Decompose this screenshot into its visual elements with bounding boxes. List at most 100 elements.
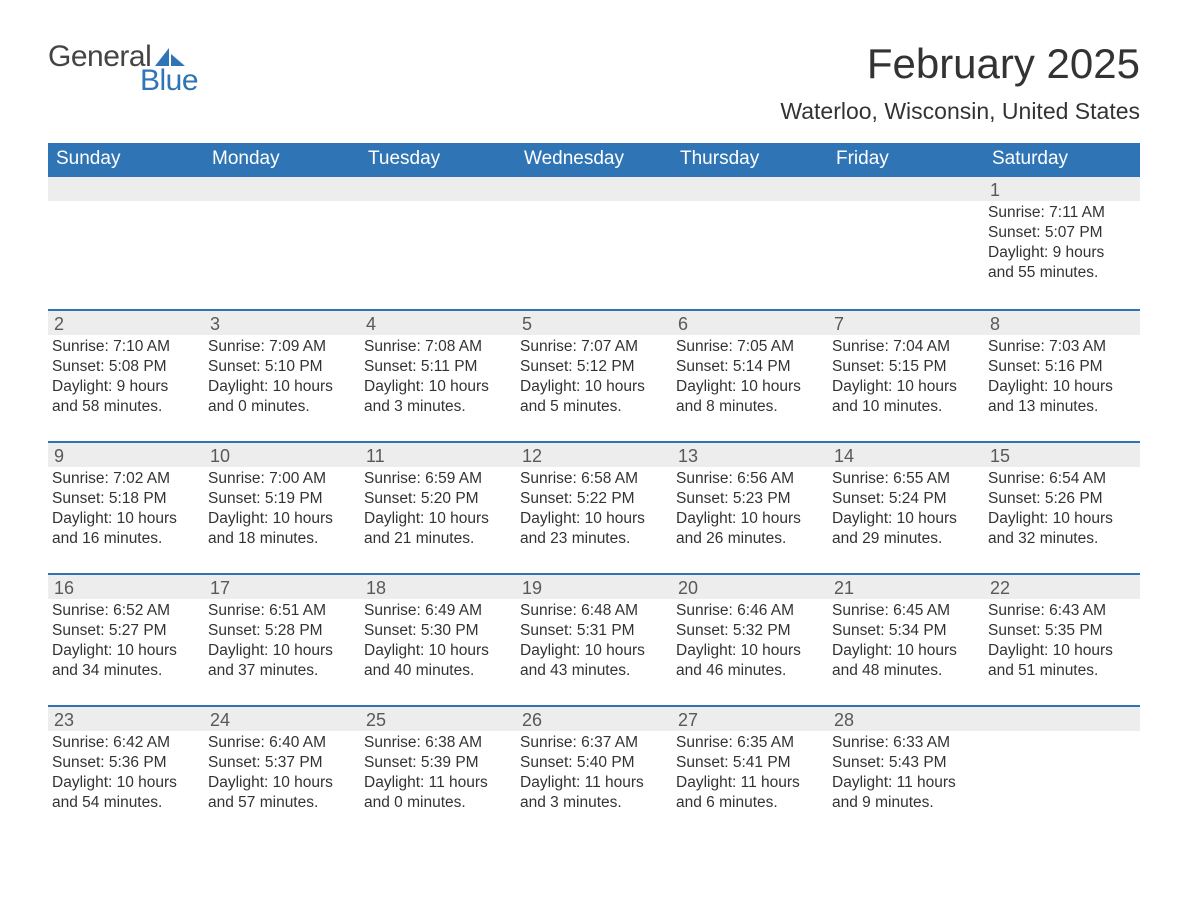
day-content: Sunrise: 7:05 AMSunset: 5:14 PMDaylight:… xyxy=(672,335,828,420)
daylight-line: Daylight: 10 hours xyxy=(676,377,824,397)
day-number: 14 xyxy=(828,443,984,467)
sunrise-line: Sunrise: 7:10 AM xyxy=(52,337,200,357)
day-cell: 6Sunrise: 7:05 AMSunset: 5:14 PMDaylight… xyxy=(672,311,828,437)
daylight-line: and 0 minutes. xyxy=(364,793,512,813)
month-title: February 2025 xyxy=(780,40,1140,88)
sunset-line: Sunset: 5:43 PM xyxy=(832,753,980,773)
day-content: Sunrise: 6:56 AMSunset: 5:23 PMDaylight:… xyxy=(672,467,828,552)
daylight-line: and 5 minutes. xyxy=(520,397,668,417)
sunset-line: Sunset: 5:28 PM xyxy=(208,621,356,641)
day-number: 4 xyxy=(360,311,516,335)
sunset-line: Sunset: 5:20 PM xyxy=(364,489,512,509)
sunrise-line: Sunrise: 6:58 AM xyxy=(520,469,668,489)
day-number: 21 xyxy=(828,575,984,599)
daylight-line: and 55 minutes. xyxy=(988,263,1136,283)
day-content: Sunrise: 7:09 AMSunset: 5:10 PMDaylight:… xyxy=(204,335,360,420)
day-content: Sunrise: 6:35 AMSunset: 5:41 PMDaylight:… xyxy=(672,731,828,816)
day-number xyxy=(204,177,360,201)
day-cell: 1Sunrise: 7:11 AMSunset: 5:07 PMDaylight… xyxy=(984,177,1140,305)
title-block: February 2025 Waterloo, Wisconsin, Unite… xyxy=(780,40,1140,125)
sunrise-line: Sunrise: 7:02 AM xyxy=(52,469,200,489)
logo: General Blue xyxy=(48,40,198,98)
daylight-line: Daylight: 11 hours xyxy=(520,773,668,793)
day-number: 7 xyxy=(828,311,984,335)
week-row: 1Sunrise: 7:11 AMSunset: 5:07 PMDaylight… xyxy=(48,177,1140,305)
daylight-line: and 57 minutes. xyxy=(208,793,356,813)
day-cell xyxy=(516,177,672,305)
daylight-line: and 40 minutes. xyxy=(364,661,512,681)
day-content: Sunrise: 6:40 AMSunset: 5:37 PMDaylight:… xyxy=(204,731,360,816)
sunset-line: Sunset: 5:08 PM xyxy=(52,357,200,377)
daylight-line: Daylight: 10 hours xyxy=(364,377,512,397)
daylight-line: and 16 minutes. xyxy=(52,529,200,549)
sunset-line: Sunset: 5:26 PM xyxy=(988,489,1136,509)
daylight-line: Daylight: 10 hours xyxy=(208,377,356,397)
sunrise-line: Sunrise: 6:54 AM xyxy=(988,469,1136,489)
day-content: Sunrise: 7:08 AMSunset: 5:11 PMDaylight:… xyxy=(360,335,516,420)
sunset-line: Sunset: 5:11 PM xyxy=(364,357,512,377)
sunset-line: Sunset: 5:07 PM xyxy=(988,223,1136,243)
day-cell: 9Sunrise: 7:02 AMSunset: 5:18 PMDaylight… xyxy=(48,443,204,569)
daylight-line: Daylight: 10 hours xyxy=(52,773,200,793)
day-cell: 12Sunrise: 6:58 AMSunset: 5:22 PMDayligh… xyxy=(516,443,672,569)
day-number: 19 xyxy=(516,575,672,599)
daylight-line: Daylight: 10 hours xyxy=(832,377,980,397)
day-cell: 21Sunrise: 6:45 AMSunset: 5:34 PMDayligh… xyxy=(828,575,984,701)
daylight-line: and 8 minutes. xyxy=(676,397,824,417)
sunrise-line: Sunrise: 6:51 AM xyxy=(208,601,356,621)
logo-line2: Blue xyxy=(140,64,198,98)
daylight-line: and 3 minutes. xyxy=(364,397,512,417)
daylight-line: and 48 minutes. xyxy=(832,661,980,681)
daylight-line: Daylight: 10 hours xyxy=(988,641,1136,661)
weeks-container: 1Sunrise: 7:11 AMSunset: 5:07 PMDaylight… xyxy=(48,177,1140,833)
sunrise-line: Sunrise: 6:55 AM xyxy=(832,469,980,489)
sunrise-line: Sunrise: 7:09 AM xyxy=(208,337,356,357)
day-content: Sunrise: 6:49 AMSunset: 5:30 PMDaylight:… xyxy=(360,599,516,684)
sunrise-line: Sunrise: 7:04 AM xyxy=(832,337,980,357)
calendar: Sunday Monday Tuesday Wednesday Thursday… xyxy=(48,143,1140,833)
day-cell: 17Sunrise: 6:51 AMSunset: 5:28 PMDayligh… xyxy=(204,575,360,701)
daylight-line: and 13 minutes. xyxy=(988,397,1136,417)
daylight-line: Daylight: 9 hours xyxy=(52,377,200,397)
day-content: Sunrise: 6:48 AMSunset: 5:31 PMDaylight:… xyxy=(516,599,672,684)
day-cell: 26Sunrise: 6:37 AMSunset: 5:40 PMDayligh… xyxy=(516,707,672,833)
day-number xyxy=(516,177,672,201)
week-row: 9Sunrise: 7:02 AMSunset: 5:18 PMDaylight… xyxy=(48,441,1140,569)
sunset-line: Sunset: 5:12 PM xyxy=(520,357,668,377)
day-cell: 2Sunrise: 7:10 AMSunset: 5:08 PMDaylight… xyxy=(48,311,204,437)
daylight-line: and 54 minutes. xyxy=(52,793,200,813)
sunset-line: Sunset: 5:31 PM xyxy=(520,621,668,641)
day-header-row: Sunday Monday Tuesday Wednesday Thursday… xyxy=(48,143,1140,177)
daylight-line: Daylight: 10 hours xyxy=(364,641,512,661)
daylight-line: and 10 minutes. xyxy=(832,397,980,417)
day-cell: 18Sunrise: 6:49 AMSunset: 5:30 PMDayligh… xyxy=(360,575,516,701)
sunrise-line: Sunrise: 6:40 AM xyxy=(208,733,356,753)
day-content: Sunrise: 7:03 AMSunset: 5:16 PMDaylight:… xyxy=(984,335,1140,420)
day-cell: 24Sunrise: 6:40 AMSunset: 5:37 PMDayligh… xyxy=(204,707,360,833)
daylight-line: Daylight: 10 hours xyxy=(208,641,356,661)
day-cell xyxy=(360,177,516,305)
day-content: Sunrise: 6:58 AMSunset: 5:22 PMDaylight:… xyxy=(516,467,672,552)
sunrise-line: Sunrise: 6:49 AM xyxy=(364,601,512,621)
day-content: Sunrise: 7:10 AMSunset: 5:08 PMDaylight:… xyxy=(48,335,204,420)
sunrise-line: Sunrise: 6:56 AM xyxy=(676,469,824,489)
daylight-line: and 21 minutes. xyxy=(364,529,512,549)
daylight-line: Daylight: 11 hours xyxy=(832,773,980,793)
daylight-line: and 32 minutes. xyxy=(988,529,1136,549)
daylight-line: Daylight: 10 hours xyxy=(52,509,200,529)
day-number xyxy=(48,177,204,201)
day-cell: 23Sunrise: 6:42 AMSunset: 5:36 PMDayligh… xyxy=(48,707,204,833)
daylight-line: Daylight: 10 hours xyxy=(676,509,824,529)
day-number: 13 xyxy=(672,443,828,467)
day-cell xyxy=(984,707,1140,833)
sunrise-line: Sunrise: 7:05 AM xyxy=(676,337,824,357)
daylight-line: and 43 minutes. xyxy=(520,661,668,681)
sunrise-line: Sunrise: 6:45 AM xyxy=(832,601,980,621)
sunrise-line: Sunrise: 7:08 AM xyxy=(364,337,512,357)
day-number: 20 xyxy=(672,575,828,599)
sunrise-line: Sunrise: 6:35 AM xyxy=(676,733,824,753)
daylight-line: and 58 minutes. xyxy=(52,397,200,417)
day-number xyxy=(672,177,828,201)
day-cell: 11Sunrise: 6:59 AMSunset: 5:20 PMDayligh… xyxy=(360,443,516,569)
day-header-thu: Thursday xyxy=(672,143,828,177)
